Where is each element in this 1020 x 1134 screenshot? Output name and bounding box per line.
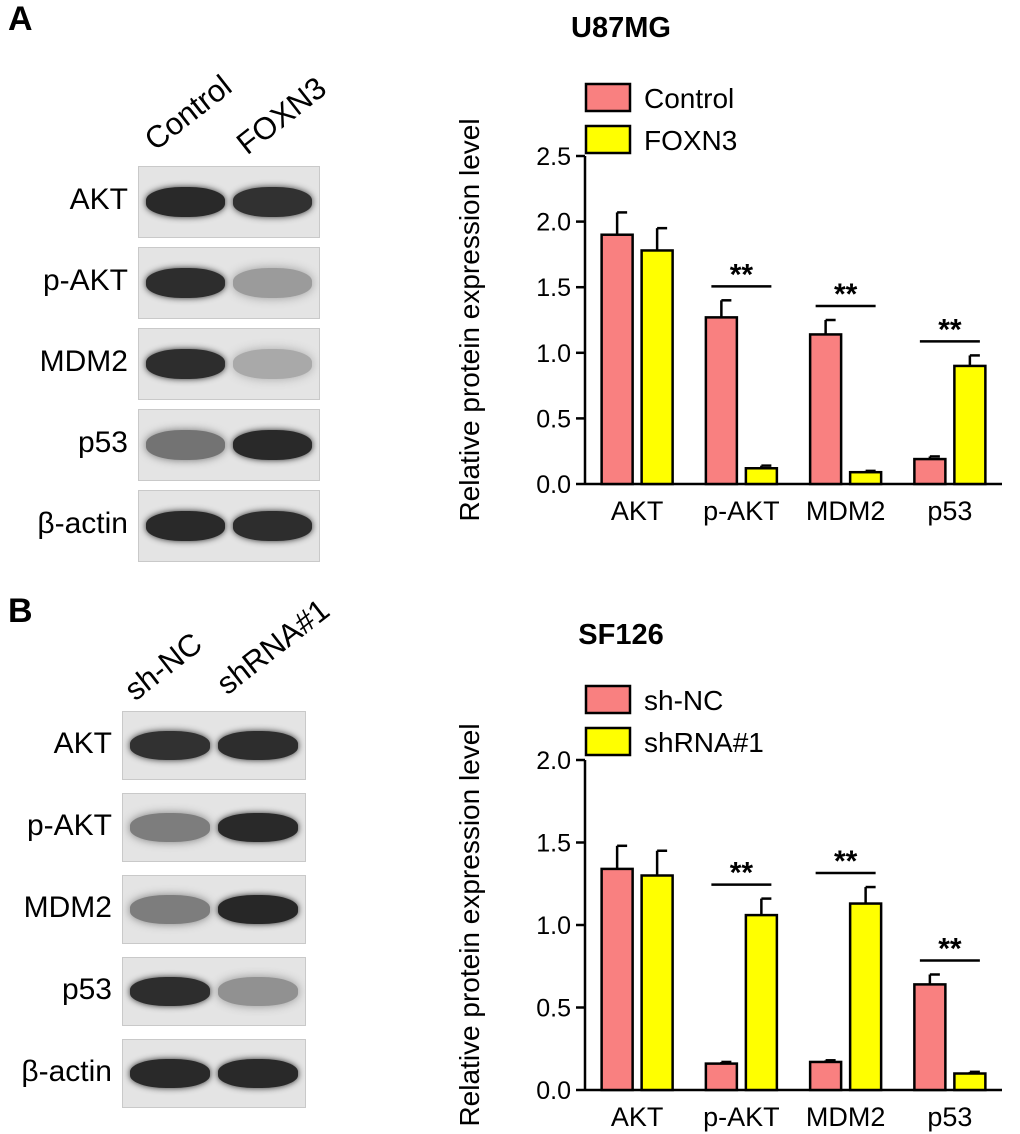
x-tick-label: p53 <box>927 496 972 526</box>
y-tick-label: 0.0 <box>536 471 571 499</box>
significance-stars: ** <box>730 258 754 291</box>
blot-band <box>146 268 226 298</box>
blot-row-label: p-AKT <box>42 264 128 297</box>
legend-swatch <box>584 726 632 757</box>
blot-band <box>232 349 312 379</box>
blot-strip <box>138 490 320 562</box>
legend-label: FOXN3 <box>644 125 737 156</box>
y-axis-label: Relative protein expression level <box>454 723 485 1126</box>
blot-row-label: AKT <box>69 183 128 216</box>
blot-row-label: β-actin <box>21 1054 112 1088</box>
blot-row-label: β-actin <box>37 507 128 540</box>
legend-label: sh-NC <box>644 685 723 716</box>
bar <box>744 913 779 1092</box>
bar <box>808 333 843 486</box>
bar <box>600 233 634 486</box>
y-tick-label: 0.5 <box>536 995 571 1023</box>
x-tick-label: MDM2 <box>806 496 886 526</box>
bar <box>913 983 947 1092</box>
bar <box>913 457 947 486</box>
panel-label-b: B <box>8 592 33 630</box>
blot-row-label: MDM2 <box>23 890 112 924</box>
x-tick-label: p-AKT <box>703 1102 780 1132</box>
blot-row-label: p-AKT <box>26 808 112 842</box>
y-tick-label: 2.5 <box>536 143 571 171</box>
legend-swatch <box>584 684 632 715</box>
y-tick-label: 0.5 <box>536 405 571 433</box>
significance-stars: ** <box>938 313 962 346</box>
x-tick-label: AKT <box>611 496 664 526</box>
legend-label: Control <box>644 83 734 114</box>
blot-band <box>146 511 226 541</box>
blot-band <box>217 895 298 924</box>
blot-row-label: p53 <box>77 426 128 459</box>
bar <box>848 902 883 1092</box>
bar <box>808 1060 843 1092</box>
legend-label: shRNA#1 <box>644 727 764 758</box>
blot-band <box>146 430 226 460</box>
blot-band <box>217 1059 298 1088</box>
blot-row-label: AKT <box>53 726 112 760</box>
bar <box>640 874 674 1092</box>
blot-strip <box>122 793 306 862</box>
significance-stars: ** <box>834 845 858 878</box>
chart-title: SF126 <box>578 619 663 651</box>
legend-swatch <box>584 124 632 155</box>
blot-band <box>217 813 298 842</box>
bar <box>744 467 779 486</box>
blot-strip <box>122 957 306 1026</box>
blot-strip <box>122 711 306 780</box>
y-axis-label: Relative protein expression level <box>454 118 485 521</box>
chart-title: U87MG <box>571 12 671 44</box>
y-tick-label: 1.5 <box>536 274 571 302</box>
blot-band <box>146 349 226 379</box>
y-tick-label: 2.0 <box>536 747 571 775</box>
panel-label-a: A <box>8 0 33 38</box>
blot-band <box>130 895 211 924</box>
y-tick-label: 1.5 <box>536 830 571 858</box>
x-tick-label: p-AKT <box>703 496 780 526</box>
blot-band <box>217 731 298 760</box>
x-tick-label: MDM2 <box>806 1102 886 1132</box>
blot-band <box>232 187 312 217</box>
blot-band <box>217 977 298 1006</box>
blot-strip <box>138 328 320 400</box>
bar <box>640 249 674 486</box>
y-tick-label: 0.0 <box>536 1077 571 1105</box>
x-tick-label: AKT <box>611 1102 664 1132</box>
blot-strip <box>138 247 320 319</box>
y-tick-label: 2.0 <box>536 209 571 237</box>
blot-band <box>232 430 312 460</box>
bar <box>848 470 883 486</box>
blot-strip <box>122 875 306 944</box>
bar <box>600 867 634 1092</box>
significance-stars: ** <box>938 933 962 966</box>
blot-band <box>232 511 312 541</box>
blot-band <box>130 731 211 760</box>
bar <box>704 1062 739 1092</box>
blot-band <box>232 268 312 298</box>
blot-strip <box>138 166 320 238</box>
blot-band <box>130 813 211 842</box>
bar <box>953 1072 987 1092</box>
blot-band <box>130 1059 211 1088</box>
blot-band <box>130 977 211 1006</box>
legend-swatch <box>584 82 632 113</box>
bar <box>953 364 987 486</box>
blot-strip <box>138 409 320 481</box>
blot-strip <box>122 1039 306 1108</box>
significance-stars: ** <box>730 857 754 890</box>
significance-stars: ** <box>834 278 858 311</box>
bar <box>704 316 739 486</box>
x-tick-label: p53 <box>927 1102 972 1132</box>
blot-row-label: MDM2 <box>39 345 128 378</box>
blot-band <box>146 187 226 217</box>
blot-row-label: p53 <box>61 972 112 1006</box>
y-tick-label: 1.0 <box>536 340 571 368</box>
y-tick-label: 1.0 <box>536 912 571 940</box>
